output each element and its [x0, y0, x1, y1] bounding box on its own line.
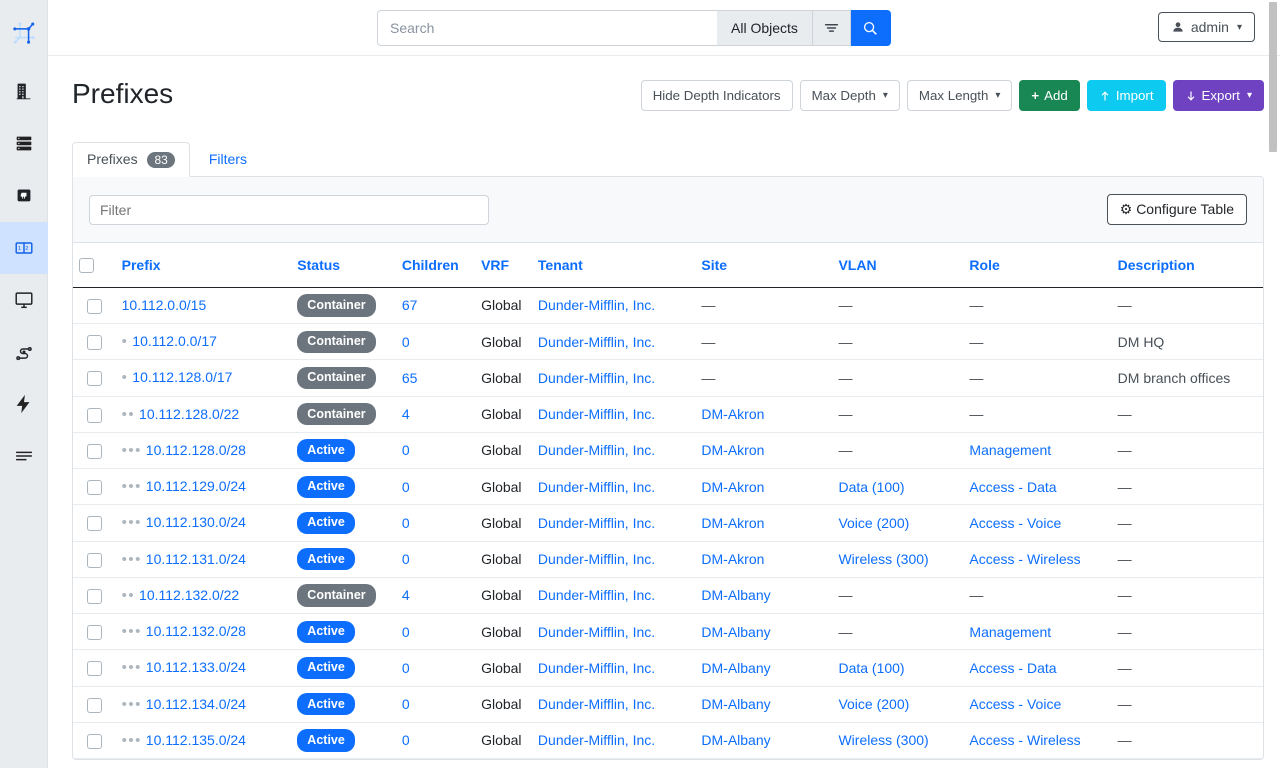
svg-text:2: 2	[25, 245, 28, 251]
svg-text:1: 1	[17, 245, 20, 251]
